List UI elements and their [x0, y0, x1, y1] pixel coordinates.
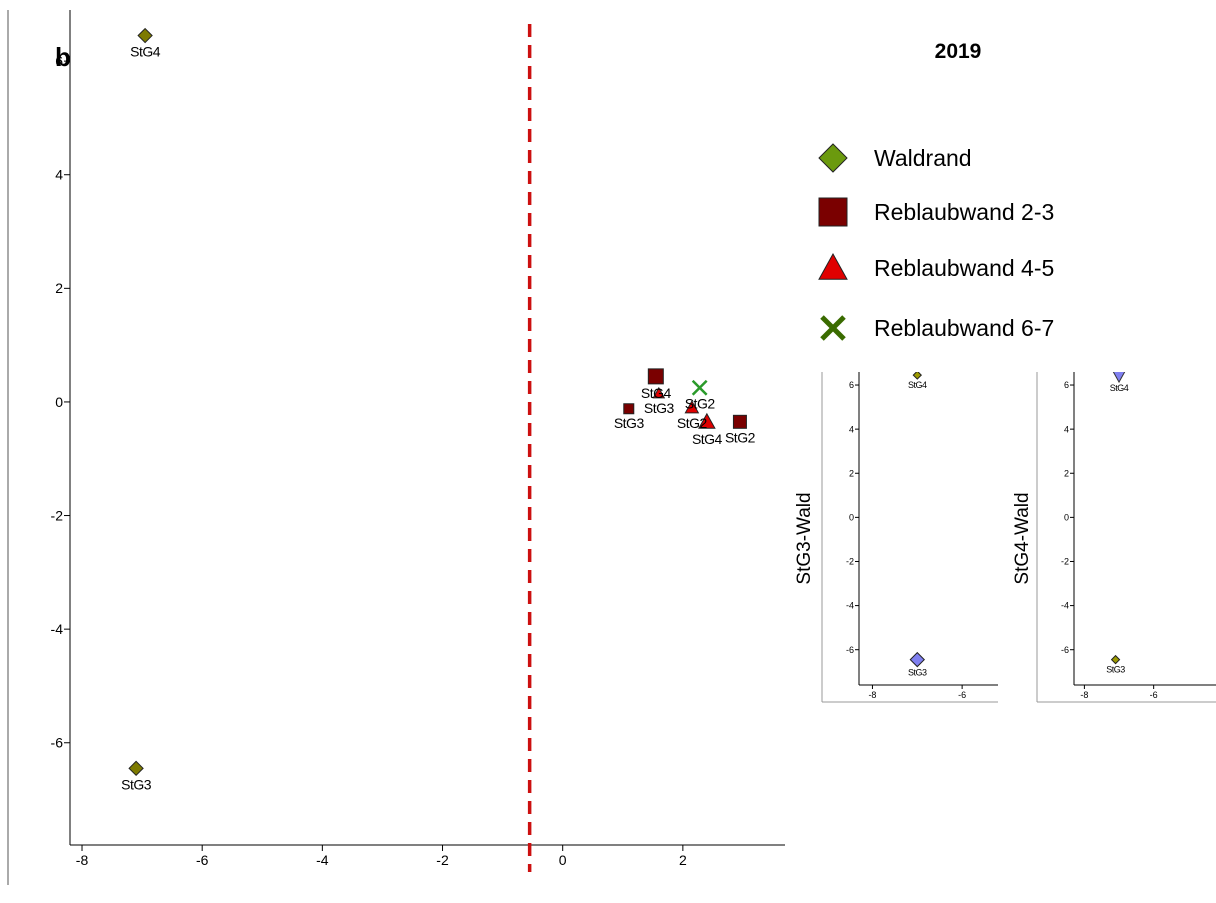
- legend-label: Reblaubwand 6-7: [874, 315, 1054, 341]
- main-point-square: [623, 403, 635, 415]
- inset-stg4-point-label: StG4: [1110, 383, 1129, 393]
- inset-stg4-point-triangle-down: [1112, 372, 1126, 384]
- inset-stg3-y-axis-label: StG3-Wald: [794, 492, 815, 584]
- main-point-label: StG2: [685, 396, 716, 412]
- main-point-x: [691, 379, 708, 396]
- inset-stg4-y-tick-label: 2: [1064, 468, 1069, 478]
- main-y-tick-label: -4: [51, 621, 64, 637]
- main-point-label: StG4: [130, 44, 161, 60]
- main-x-tick-label: -8: [76, 852, 89, 868]
- main-y-tick-label: 0: [55, 394, 63, 410]
- inset-stg4-wald-plot: -6 -4 -2 0 2 4 6 -8 -6 StG4-Wald StG4 StG3: [1012, 372, 1216, 703]
- inset-stg4-y-tick-label: 0: [1064, 513, 1069, 523]
- main-point-label: StG4: [692, 431, 723, 447]
- legend-label: Waldrand: [874, 145, 972, 171]
- inset-stg4-y-tick-label: 4: [1064, 424, 1069, 434]
- main-y-tick-label: -2: [51, 507, 64, 523]
- chart-title: 2019: [935, 40, 982, 63]
- inset-stg4-point-label: StG3: [1106, 665, 1125, 675]
- main-x-tick-label: -2: [436, 852, 449, 868]
- main-point-label: StG3: [121, 776, 152, 792]
- inset-stg3-point-diamond: [909, 651, 925, 668]
- main-x-tick-label: 2: [679, 852, 687, 868]
- inset-stg3-point-label: StG3: [908, 668, 927, 678]
- legend-label: Reblaubwand 2-3: [874, 199, 1054, 225]
- inset-stg3-wald-plot: -6 -4 -2 0 2 4 6 -8 -6 StG3-Wald StG4 StG3: [794, 372, 998, 703]
- main-x-tick-label: 0: [559, 852, 567, 868]
- main-point-triangle: [698, 412, 716, 429]
- main-point-square: [647, 368, 664, 385]
- inset-stg3-y-tick-label: -6: [846, 645, 854, 655]
- main-point-diamond: [137, 27, 153, 44]
- main-point-label: StG3: [614, 415, 645, 431]
- inset-stg3-y-tick-label: 6: [849, 380, 854, 390]
- inset-stg4-x-tick-label: -6: [1150, 690, 1158, 700]
- legend-marker-triangle: [818, 252, 848, 280]
- legend-marker-square: [818, 197, 848, 227]
- main-x-tick-label: -6: [196, 852, 209, 868]
- legend-marker-x: [820, 315, 846, 341]
- inset-stg3-point-diamond: [912, 372, 922, 380]
- inset-stg3-y-tick-label: -2: [846, 557, 854, 567]
- inset-stg4-y-tick-label: -4: [1061, 601, 1069, 611]
- inset-stg3-y-tick-label: 0: [849, 513, 854, 523]
- inset-stg4-x-tick-label: -8: [1080, 690, 1088, 700]
- main-point-triangle: [652, 386, 666, 399]
- inset-stg4-y-axis-label: StG4-Wald: [1012, 492, 1033, 584]
- inset-stg3-x-tick-label: -6: [958, 690, 966, 700]
- main-y-tick-label: 4: [55, 167, 63, 183]
- inset-stg4-y-tick-label: -6: [1061, 645, 1069, 655]
- main-y-tick-label: 2: [55, 280, 63, 296]
- main-point-label: StG2: [677, 415, 708, 431]
- legend: Waldrand Reblaubwand 2-3 Reblaubwand 4-5 Re…: [818, 143, 1054, 341]
- panel-label: b: [55, 42, 71, 72]
- main-point-triangle: [684, 400, 700, 414]
- main-point-label: StG2: [725, 429, 756, 445]
- main-point-label: StG3: [644, 400, 675, 416]
- main-x-tick-label: -4: [316, 852, 329, 868]
- inset-stg4-y-tick-label: -2: [1061, 557, 1069, 567]
- inset-stg3-y-tick-label: 2: [849, 468, 854, 478]
- inset-stg4-point-diamond: [1110, 654, 1121, 665]
- inset-stg3-y-tick-label: 4: [849, 424, 854, 434]
- inset-stg3-x-tick-label: -8: [868, 690, 876, 700]
- main-y-tick-label: -6: [51, 735, 64, 751]
- main-point-square: [732, 414, 747, 429]
- main-point-label: StG4: [641, 385, 672, 401]
- main-y-tick-label: 6: [55, 53, 63, 69]
- legend-label: Reblaubwand 4-5: [874, 255, 1054, 281]
- inset-stg3-y-tick-label: -4: [846, 601, 854, 611]
- legend-marker-diamond: [818, 143, 848, 173]
- inset-stg4-y-tick-label: 6: [1064, 380, 1069, 390]
- main-point-diamond: [128, 760, 144, 777]
- inset-stg3-point-label: StG4: [908, 380, 927, 390]
